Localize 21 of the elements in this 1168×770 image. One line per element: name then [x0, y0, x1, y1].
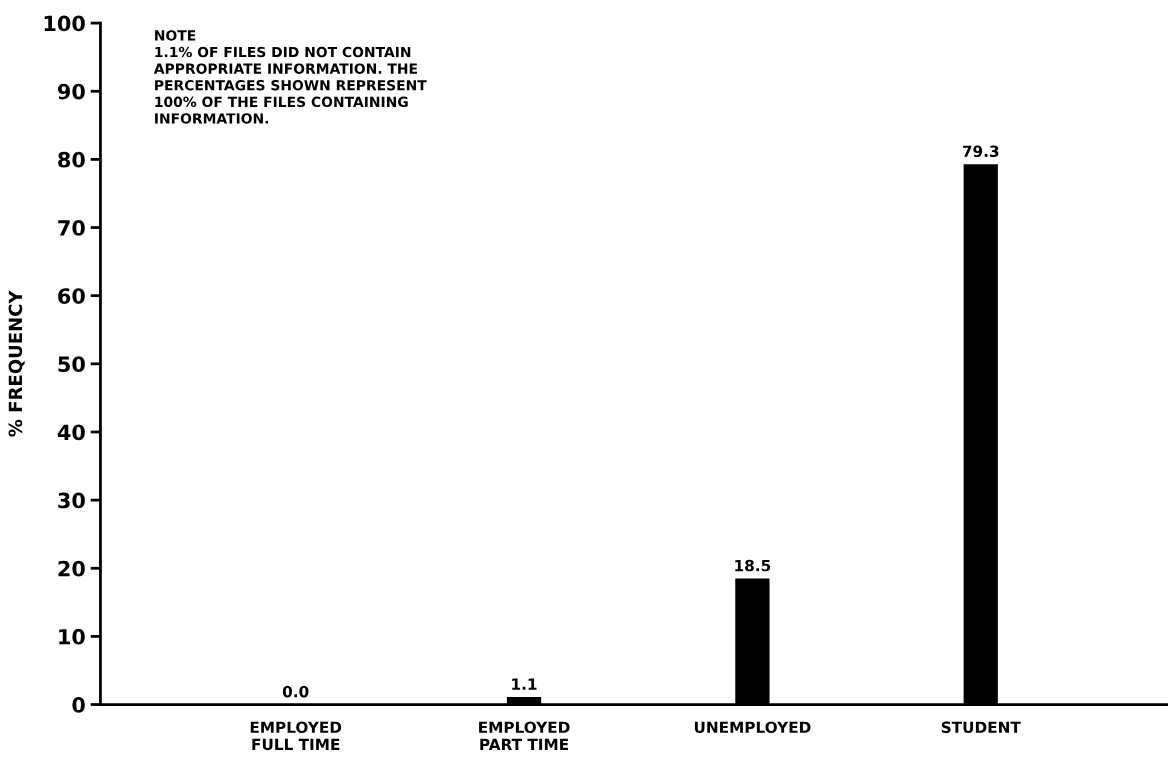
x-tick-label: EMPLOYED FULL TIME: [250, 721, 342, 751]
y-tick-label: 80: [58, 151, 85, 168]
data-label: 1.1: [512, 678, 537, 690]
data-label: 0.0: [282, 685, 309, 698]
y-tick-label: 50: [58, 356, 85, 373]
y-tick-label: 20: [58, 560, 85, 577]
annotation: NOTE 1.1% OF FILES DID NOT CONTAIN APPROPRIATE INFORMATION. THE PERCENTAGES SHOWN REPRESENT 100% OF THE FILES CONTAINING INFORMATION.: [153, 30, 427, 124]
y-tick-label: 100: [44, 15, 85, 32]
data-label: 18.5: [735, 559, 771, 572]
y-tick-label: 30: [58, 492, 85, 509]
y-tick-label: 0: [72, 697, 85, 713]
y-tick-label: 60: [58, 288, 85, 304]
y-tick-label: 70: [58, 219, 85, 236]
y-tick-label: 10: [59, 628, 85, 645]
y-tick-label: 40: [57, 424, 85, 441]
x-tick-label: EMPLOYED PART TIME: [479, 721, 570, 750]
x-tick-label: UNEMPLOYED: [694, 721, 811, 734]
y-axis-title: % FREQUENCY: [8, 290, 25, 437]
data-label: 79.3: [962, 145, 999, 158]
y-tick-label: 90: [57, 83, 85, 100]
x-tick-label: STUDENT: [941, 721, 1021, 734]
